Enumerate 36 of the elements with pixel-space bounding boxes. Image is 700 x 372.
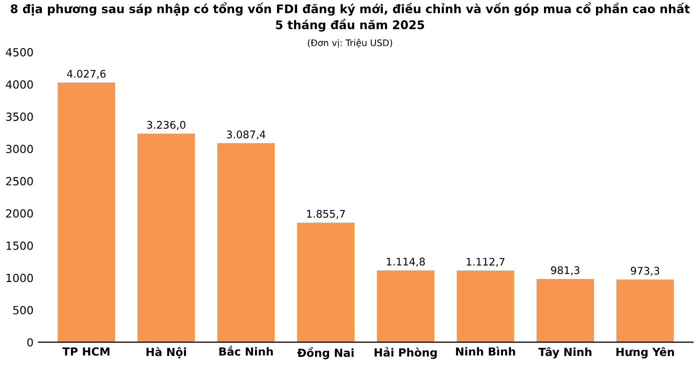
x-tick-label: Hải Phòng: [374, 347, 437, 359]
y-tick-label: 4500: [6, 48, 33, 56]
y-tick-label: 4000: [6, 80, 33, 89]
x-tick-label: Tây Ninh: [538, 347, 592, 358]
data-label: 1.112,7: [466, 258, 504, 267]
data-label: 981,3: [551, 266, 580, 276]
bar: [536, 278, 594, 342]
x-tick-label: Hà Nội: [146, 347, 186, 358]
x-tick-label: Ninh Bình: [456, 346, 516, 356]
y-tick-label: 1000: [6, 274, 33, 282]
y-tick-label: 3000: [6, 144, 33, 154]
y-tick-label: 2500: [6, 177, 33, 186]
x-tick-label: Đồng Nai: [297, 347, 354, 360]
data-label: 973,3: [630, 266, 660, 276]
chart-title: 8 địa phương sau sáp nhập có tổng vốn FDI đăng ký mới, điều chỉnh và vốn góp mua cổ phần cao nhất 5 tháng đầu năm 2025: [10, 2, 690, 32]
bar: [297, 222, 355, 342]
y-tick-label: 2000: [6, 209, 33, 218]
bar: [58, 82, 116, 342]
bar: [456, 270, 514, 342]
chart-subtitle: (Đơn vị: Triệu USD): [308, 38, 392, 48]
data-label: 1.114,8: [386, 258, 425, 267]
data-label: 3.236,0: [147, 120, 186, 130]
y-tick-label: 3500: [6, 112, 33, 121]
bar: [616, 279, 674, 342]
bar: [376, 270, 434, 342]
data-label: 1.855,7: [307, 210, 345, 219]
bar: [217, 143, 275, 342]
data-label: 3.087,4: [226, 130, 266, 140]
x-tick-label: Hưng Yên: [616, 347, 674, 358]
x-tick-label: Bắc Ninh: [219, 346, 273, 356]
y-tick-label: 0: [27, 338, 33, 347]
y-tick-label: 1500: [6, 241, 33, 250]
bar: [137, 134, 195, 342]
data-label: 4.027,6: [67, 70, 106, 79]
x-tick-label: TP HCM: [62, 347, 110, 356]
y-tick-label: 500: [13, 306, 33, 314]
